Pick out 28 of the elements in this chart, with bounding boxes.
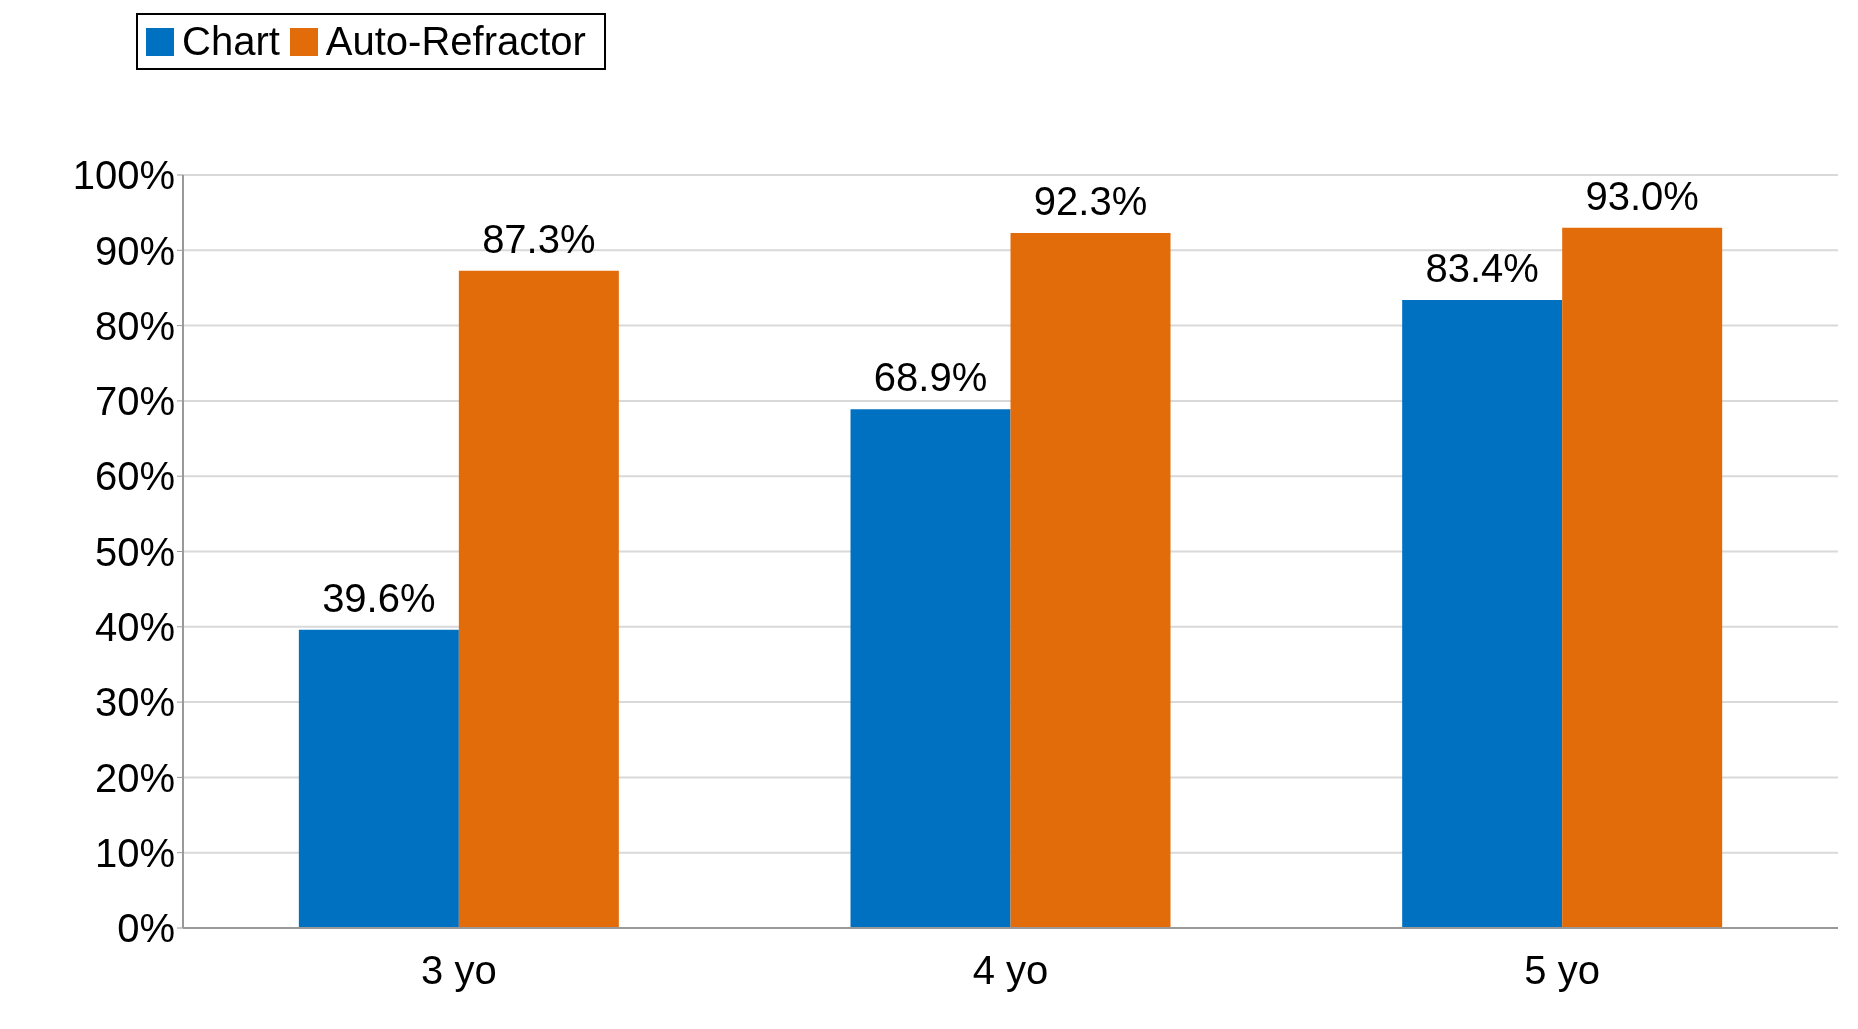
y-tick-label: 60% bbox=[94, 454, 175, 499]
bar bbox=[1402, 300, 1563, 928]
x-tick-label: 3 yo bbox=[421, 948, 497, 993]
y-tick-label: 20% bbox=[94, 755, 175, 800]
data-label: 83.4% bbox=[1425, 246, 1539, 290]
bar bbox=[1562, 227, 1723, 928]
y-tick-label: 50% bbox=[94, 529, 175, 574]
y-tick-label: 10% bbox=[94, 830, 175, 875]
y-tick-label: 40% bbox=[94, 605, 175, 649]
y-tick-label: 70% bbox=[94, 379, 175, 424]
legend-label: Auto-Refractor bbox=[324, 19, 586, 64]
bar bbox=[458, 270, 619, 928]
legend-label: Chart bbox=[181, 19, 280, 64]
data-label: 87.3% bbox=[482, 216, 596, 261]
bar bbox=[298, 629, 459, 928]
bar bbox=[1010, 232, 1171, 928]
y-tick-label: 30% bbox=[94, 680, 175, 725]
data-label: 68.9% bbox=[873, 355, 988, 400]
data-label: 93.0% bbox=[1585, 173, 1699, 218]
x-tick-label: 4 yo bbox=[972, 948, 1049, 993]
y-tick-label: 0% bbox=[117, 906, 175, 951]
data-label: 92.3% bbox=[1033, 178, 1148, 223]
y-tick-label: 100% bbox=[72, 153, 175, 198]
y-tick-label: 90% bbox=[94, 228, 175, 273]
x-tick-label: 5 yo bbox=[1524, 948, 1600, 993]
y-tick-label: 80% bbox=[94, 303, 175, 348]
bar bbox=[850, 409, 1011, 928]
data-label: 39.6% bbox=[322, 575, 436, 620]
